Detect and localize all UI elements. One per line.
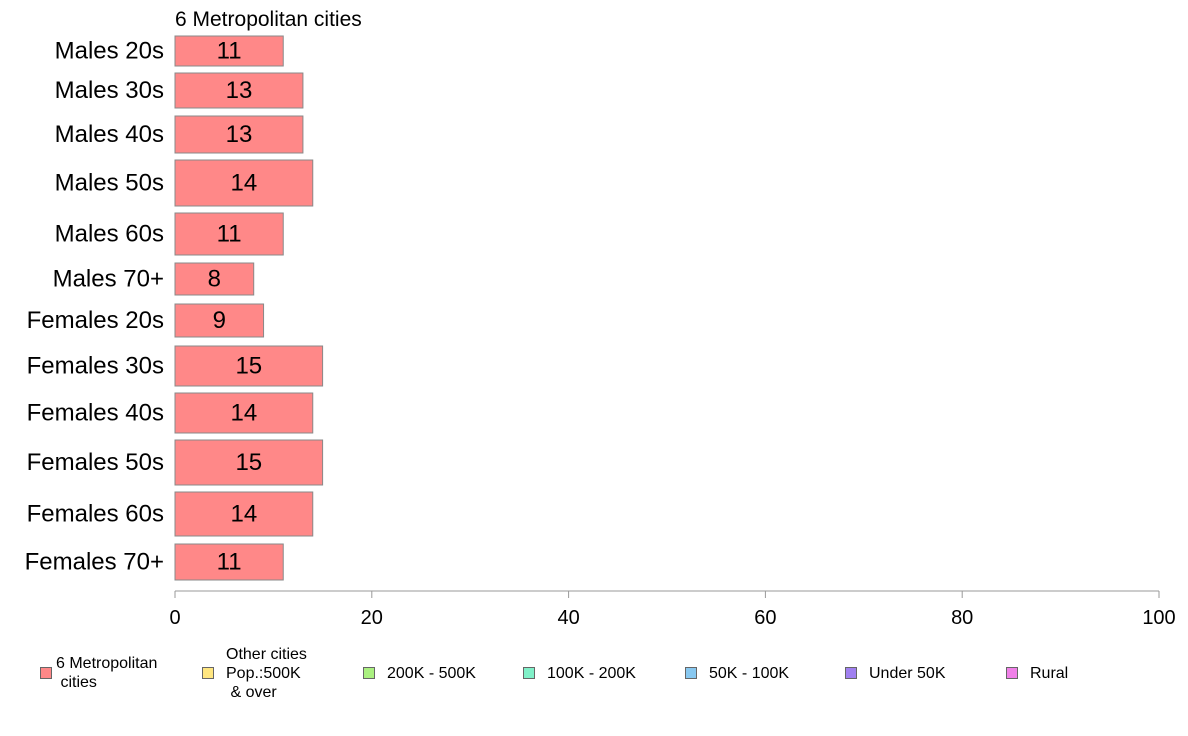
data-label: 9 xyxy=(213,307,226,334)
legend-swatch xyxy=(202,667,214,679)
legend-label: 200K - 500K xyxy=(387,664,476,682)
category-label: Females 70+ xyxy=(25,549,164,576)
bar xyxy=(174,35,284,67)
bar xyxy=(174,491,314,537)
bar xyxy=(174,212,284,256)
category-label: Males 60s xyxy=(55,221,164,248)
legend-item: 100K - 200K xyxy=(523,638,636,708)
legend-item: Under 50K xyxy=(845,638,946,708)
legend-swatch xyxy=(40,667,52,679)
data-label: 11 xyxy=(217,38,242,65)
x-tick-label: 0 xyxy=(169,607,180,629)
category-label: Females 60s xyxy=(27,501,164,528)
x-tick-label: 100 xyxy=(1142,607,1175,629)
bar xyxy=(174,159,314,207)
legend-item: 200K - 500K xyxy=(363,638,476,708)
legend-label: 50K - 100K xyxy=(709,664,790,682)
legend-item: Other cities Pop.:500K & over xyxy=(202,638,307,708)
legend-item: 50K - 100K xyxy=(685,638,789,708)
data-label: 14 xyxy=(231,501,258,528)
category-label: Females 30s xyxy=(27,353,164,380)
legend-swatch xyxy=(685,667,697,679)
category-label: Males 50s xyxy=(55,170,164,197)
x-axis: 0 20 40 60 80 100 xyxy=(169,590,1176,629)
data-label: 13 xyxy=(226,121,253,148)
bar-chart: 6 Metropolitan cities Males 20s 11 Males 3… xyxy=(25,8,1176,629)
data-label: 8 xyxy=(208,266,221,293)
category-label: Males 20s xyxy=(55,38,164,65)
category-label: Males 40s xyxy=(55,121,164,148)
data-label: 15 xyxy=(235,449,262,476)
bar xyxy=(174,115,304,154)
legend-label: Under 50K xyxy=(869,664,946,682)
chart-title: 6 Metropolitan cities xyxy=(175,8,362,31)
x-tick-label: 60 xyxy=(754,607,776,629)
legend-item: Rural xyxy=(1006,638,1068,708)
data-label: 14 xyxy=(231,400,258,427)
category-label: Males 70+ xyxy=(53,266,164,293)
category-label: Females 20s xyxy=(27,307,164,334)
legend-swatch xyxy=(523,667,535,679)
legend-label: 100K - 200K xyxy=(547,664,636,682)
bar xyxy=(174,303,265,338)
x-tick-label: 40 xyxy=(557,607,579,629)
x-tick-label: 80 xyxy=(951,607,973,629)
data-label: 11 xyxy=(217,549,242,576)
data-label: 13 xyxy=(226,77,253,104)
bar xyxy=(174,72,304,109)
legend-swatch xyxy=(845,667,857,679)
legend-label: Rural xyxy=(1030,664,1069,682)
legend-label: Other cities Pop.:500K & over xyxy=(226,645,307,701)
legend-item: 6 Metropolitan cities xyxy=(40,638,157,708)
x-tick-label: 20 xyxy=(361,607,383,629)
legend-label: 6 Metropolitan cities xyxy=(56,655,158,691)
bar xyxy=(174,392,314,434)
bar xyxy=(174,262,255,296)
category-label: Females 40s xyxy=(27,400,164,427)
bar xyxy=(174,345,324,387)
data-label: 11 xyxy=(217,221,242,248)
bar xyxy=(174,543,284,581)
legend-swatch xyxy=(363,667,375,679)
category-label: Males 30s xyxy=(55,77,164,104)
bar xyxy=(174,439,324,486)
data-label: 15 xyxy=(235,353,262,380)
bars-group: Males 20s 11 Males 30s 13 Males 40s 13 Males 5… xyxy=(25,35,324,581)
data-label: 14 xyxy=(231,170,258,197)
legend: 6 Metropolitan cities Other cities Pop.:5… xyxy=(0,638,1188,718)
legend-swatch xyxy=(1006,667,1018,679)
category-label: Females 50s xyxy=(27,449,164,476)
